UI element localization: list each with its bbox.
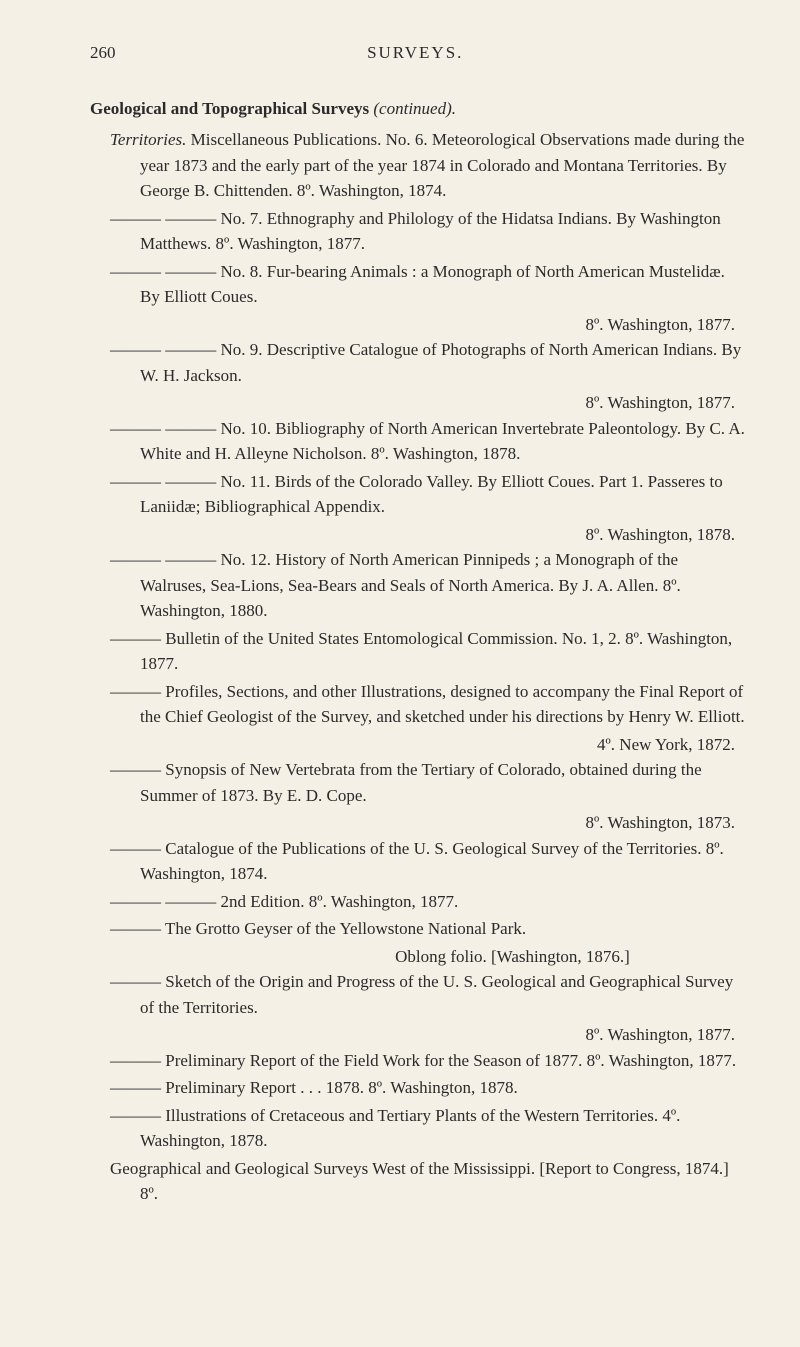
entry-text: ——— ——— No. 8. Fur-bearing Animals : a M… bbox=[110, 262, 725, 307]
entry-1: Territories. Miscellaneous Publications.… bbox=[90, 127, 745, 204]
entry-8: ——— Bulletin of the United States Entomo… bbox=[90, 626, 745, 677]
entry-text: Geographical and Geological Surveys West… bbox=[110, 1159, 729, 1204]
entry-text: ——— ——— No. 12. History of North America… bbox=[110, 550, 681, 620]
entry-9-pub: 4º. New York, 1872. bbox=[90, 732, 745, 758]
entry-2: ——— ——— No. 7. Ethnography and Philology… bbox=[90, 206, 745, 257]
entry-10-pub: 8º. Washington, 1873. bbox=[90, 810, 745, 836]
entry-text: ——— ——— No. 11. Birds of the Colorado Va… bbox=[110, 472, 723, 517]
title-bold: Geological and Topographical Surveys bbox=[90, 99, 369, 118]
entry-14: ——— Sketch of the Origin and Progress of… bbox=[90, 969, 745, 1020]
page-number: 260 bbox=[90, 40, 116, 66]
entry-12: ——— ——— 2nd Edition. 8º. Washington, 187… bbox=[90, 889, 745, 915]
entry-text: ——— Sketch of the Origin and Progress of… bbox=[110, 972, 733, 1017]
entry-13: ——— The Grotto Geyser of the Yellowstone… bbox=[90, 916, 745, 942]
entry-text: ——— The Grotto Geyser of the Yellowstone… bbox=[110, 919, 526, 938]
entry-text: ——— Catalogue of the Publications of the… bbox=[110, 839, 724, 884]
entry-text: ——— Bulletin of the United States Entomo… bbox=[110, 629, 732, 674]
page-header: 260 SURVEYS. bbox=[90, 40, 745, 66]
entry-7: ——— ——— No. 12. History of North America… bbox=[90, 547, 745, 624]
entry-3-pub: 8º. Washington, 1877. bbox=[90, 312, 745, 338]
entry-6-pub: 8º. Washington, 1878. bbox=[90, 522, 745, 548]
entry-17: ——— Illustrations of Cretaceous and Tert… bbox=[90, 1103, 745, 1154]
header-spacer bbox=[715, 40, 745, 66]
entry-text: ——— Preliminary Report of the Field Work… bbox=[110, 1051, 736, 1070]
entry-6: ——— ——— No. 11. Birds of the Colorado Va… bbox=[90, 469, 745, 520]
entry-text: ——— ——— 2nd Edition. 8º. Washington, 187… bbox=[110, 892, 458, 911]
entry-text: ——— Illustrations of Cretaceous and Tert… bbox=[110, 1106, 680, 1151]
entry-text: Miscellaneous Publications. No. 6. Meteo… bbox=[140, 130, 744, 200]
page-title: SURVEYS. bbox=[367, 40, 463, 66]
entry-5: ——— ——— No. 10. Bibliography of North Am… bbox=[90, 416, 745, 467]
entry-3: ——— ——— No. 8. Fur-bearing Animals : a M… bbox=[90, 259, 745, 310]
entry-18: Geographical and Geological Surveys West… bbox=[90, 1156, 745, 1207]
entry-4: ——— ——— No. 9. Descriptive Catalogue of … bbox=[90, 337, 745, 388]
entry-text: ——— ——— No. 9. Descriptive Catalogue of … bbox=[110, 340, 741, 385]
entry-16: ——— Preliminary Report . . . 1878. 8º. W… bbox=[90, 1075, 745, 1101]
territories-label: Territories. bbox=[110, 130, 186, 149]
title-italic: (continued). bbox=[373, 99, 456, 118]
entry-text: ——— Synopsis of New Vertebrata from the … bbox=[110, 760, 702, 805]
main-title: Geological and Topographical Surveys (co… bbox=[90, 96, 745, 122]
entry-14-pub: 8º. Washington, 1877. bbox=[90, 1022, 745, 1048]
entry-11: ——— Catalogue of the Publications of the… bbox=[90, 836, 745, 887]
entry-4-pub: 8º. Washington, 1877. bbox=[90, 390, 745, 416]
entry-text: ——— Profiles, Sections, and other Illust… bbox=[110, 682, 745, 727]
entry-text: ——— ——— No. 10. Bibliography of North Am… bbox=[110, 419, 745, 464]
entry-15: ——— Preliminary Report of the Field Work… bbox=[90, 1048, 745, 1074]
entry-9: ——— Profiles, Sections, and other Illust… bbox=[90, 679, 745, 730]
entry-13-pub: Oblong folio. [Washington, 1876.] bbox=[90, 944, 745, 970]
entry-text: ——— Preliminary Report . . . 1878. 8º. W… bbox=[110, 1078, 518, 1097]
entry-text: ——— ——— No. 7. Ethnography and Philology… bbox=[110, 209, 721, 254]
entry-10: ——— Synopsis of New Vertebrata from the … bbox=[90, 757, 745, 808]
